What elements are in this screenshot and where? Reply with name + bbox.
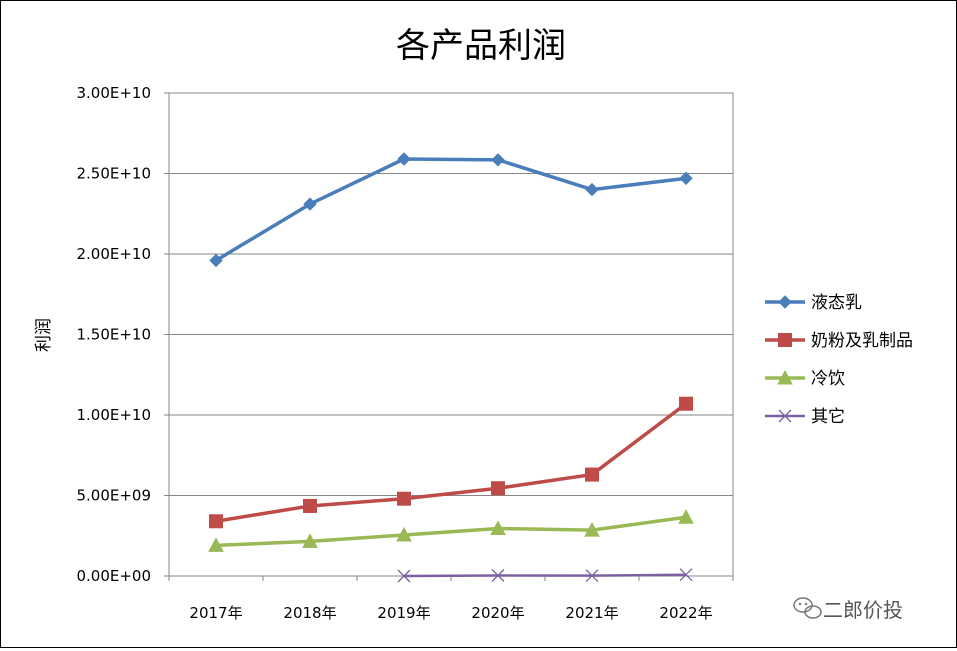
legend-item: 其它 xyxy=(765,407,845,427)
y-tick-label: 2.50E+10 xyxy=(76,165,151,183)
legend-item: 奶粉及乳制品 xyxy=(765,331,913,351)
y-axis: 0.00E+00 5.00E+09 1.00E+10 1.50E+10 2.00E+10… xyxy=(76,84,169,585)
legend-marker xyxy=(778,295,792,309)
series-line xyxy=(215,402,688,523)
data-point xyxy=(491,153,505,167)
chart-title: 各产品利润 xyxy=(396,26,566,66)
wechat-icon xyxy=(793,597,822,619)
series-2 xyxy=(209,396,693,529)
x-tick-label: 2020年 xyxy=(471,604,524,622)
legend-label: 冷饮 xyxy=(811,369,845,389)
x-tick-label: 2018年 xyxy=(283,604,336,622)
legend-label: 液态乳 xyxy=(811,293,862,313)
data-point xyxy=(491,481,505,496)
data-point xyxy=(585,182,599,197)
data-point xyxy=(491,569,505,582)
watermark: 二郎价投 xyxy=(793,597,903,622)
data-point xyxy=(302,533,318,548)
data-point xyxy=(397,569,411,583)
y-tick-label: 3.00E+10 xyxy=(76,84,151,102)
y-tick-label: 1.00E+10 xyxy=(76,406,151,424)
data-point xyxy=(585,467,599,482)
series-line xyxy=(215,157,687,262)
data-point xyxy=(303,498,317,513)
data-point xyxy=(208,537,224,552)
series-3 xyxy=(208,509,694,552)
series-line xyxy=(403,573,687,578)
legend-item: 冷饮 xyxy=(765,369,845,389)
data-point xyxy=(679,568,693,582)
x-tick-label: 2021年 xyxy=(565,604,618,622)
y-tick-label: 5.00E+09 xyxy=(76,487,151,505)
y-axis-label: 利润 xyxy=(34,318,54,352)
x-tick-label: 2022年 xyxy=(659,604,712,622)
data-point xyxy=(396,526,412,542)
data-point xyxy=(397,152,411,166)
legend-label: 奶粉及乳制品 xyxy=(811,331,913,351)
data-point xyxy=(303,197,317,211)
series-4 xyxy=(397,568,693,583)
data-point xyxy=(209,253,223,268)
series-1 xyxy=(209,152,693,268)
data-point xyxy=(585,569,599,583)
legend-item: 液态乳 xyxy=(765,293,862,313)
legend-marker xyxy=(778,409,792,423)
data-point xyxy=(678,509,694,524)
data-point xyxy=(490,520,506,536)
data-point xyxy=(679,396,693,411)
data-point xyxy=(397,491,411,506)
y-tick-label: 2.00E+10 xyxy=(76,245,151,263)
x-tick-label: 2017年 xyxy=(189,604,242,622)
data-point xyxy=(209,514,223,529)
y-tick-label: 0.00E+00 xyxy=(76,567,151,585)
watermark-text: 二郎价投 xyxy=(823,598,903,622)
gridlines xyxy=(169,173,733,496)
x-axis: 2017年 2018年 2019年 2020年 2021年 2022年 xyxy=(168,576,734,622)
series-line xyxy=(215,515,687,548)
data-point xyxy=(584,522,600,537)
legend-marker xyxy=(777,369,793,385)
legend-marker xyxy=(778,333,792,347)
series-group xyxy=(208,152,694,583)
legend-label: 其它 xyxy=(811,407,845,427)
y-tick-label: 1.50E+10 xyxy=(76,326,151,344)
data-point xyxy=(679,171,693,186)
x-tick-label: 2019年 xyxy=(377,604,430,622)
